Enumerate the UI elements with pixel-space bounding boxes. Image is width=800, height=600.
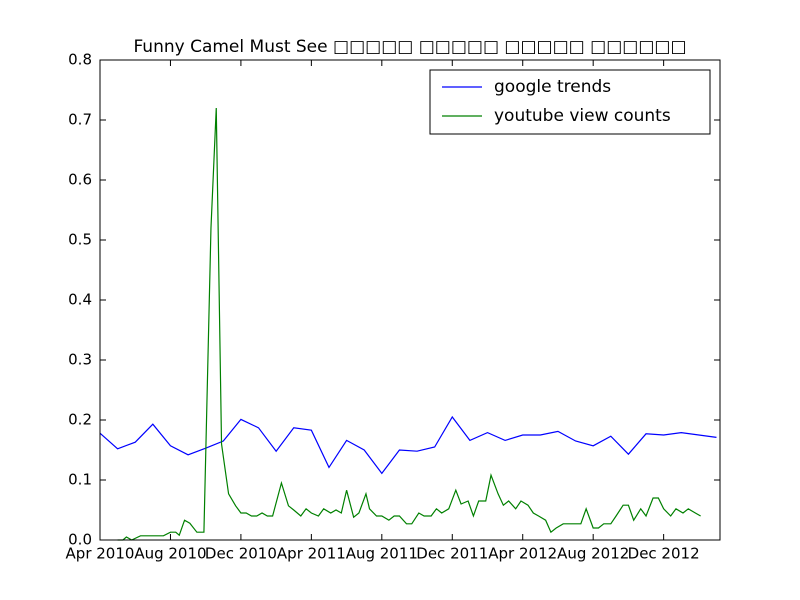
x-tick-label: Apr 2012 — [488, 545, 557, 563]
x-tick-label: Dec 2012 — [628, 545, 700, 563]
x-tick-label: Aug 2012 — [557, 545, 629, 563]
x-tick-label: Dec 2011 — [416, 545, 488, 563]
y-tick-label: 0.6 — [68, 171, 92, 189]
y-tick-label: 0.5 — [68, 231, 92, 249]
y-tick-label: 0.4 — [68, 291, 92, 309]
y-tick-label: 0.8 — [68, 51, 92, 69]
legend-box — [429, 69, 711, 135]
x-tick-label: Apr 2010 — [66, 545, 135, 563]
y-tick-label: 0.0 — [68, 531, 92, 549]
y-tick-label: 0.3 — [68, 351, 92, 369]
series-line — [99, 415, 717, 475]
x-tick-label: Aug 2010 — [134, 545, 206, 563]
y-tick-label: 0.1 — [68, 471, 92, 489]
x-tick-label: Dec 2010 — [205, 545, 277, 563]
legend-label: google trends — [494, 77, 611, 97]
x-tick-label: Aug 2011 — [346, 545, 418, 563]
y-tick-label: 0.2 — [68, 411, 92, 429]
series-line — [117, 107, 701, 541]
legend-label: youtube view counts — [494, 106, 671, 126]
chart-title: Funny Camel Must See □□□□□ □□□□□ □□□□□ □… — [133, 37, 686, 57]
y-tick-label: 0.7 — [68, 111, 92, 129]
x-tick-label: Apr 2011 — [277, 545, 346, 563]
